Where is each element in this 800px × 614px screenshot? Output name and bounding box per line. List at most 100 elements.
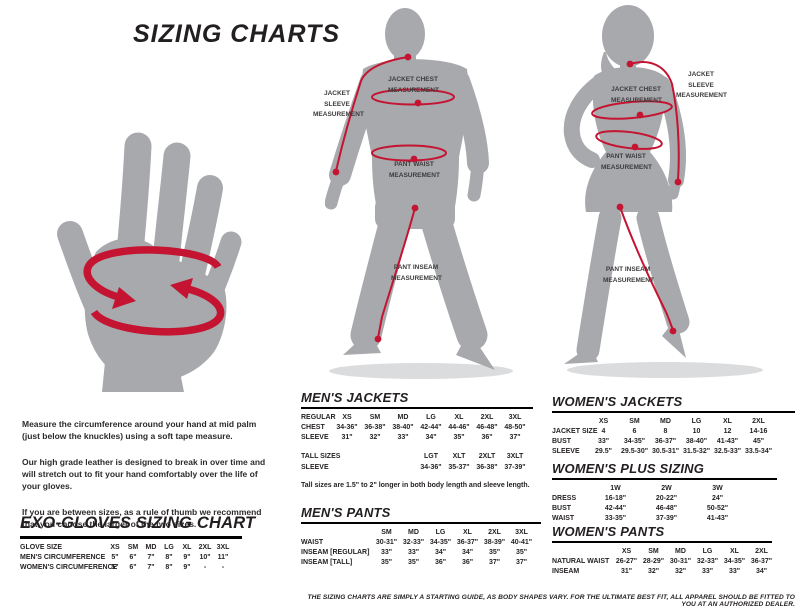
column-header: MD [408,528,419,536]
value-cell: 34" [461,549,474,557]
value-cell: 9" [183,564,191,572]
column-header: XS [342,413,352,421]
column-header: SM [127,543,139,551]
row-label: REGULAR [301,413,336,421]
value-cell: 5" [111,564,119,572]
table-row: WAIST 30-31" 32-33" 34-35" 36-37" 38-39" 40-41… [301,537,535,547]
table-row: SLEEVE 34-36" 35-37" 36-38" 37-39" [301,462,529,472]
womens-pants-table: XS SM MD LG XL 2XL NATURAL WAIST 26-27" 28-29" 30… [552,546,775,577]
table-row: BUST 33" 34-35" 36-37" 38-40" 41-43" 45" [552,437,774,447]
table-row: DRESS 16-18" 20-22" 24" [552,493,743,503]
value-cell: 11" [217,553,229,561]
spacer-cell [333,462,361,472]
row-label [552,546,613,556]
spacer-cell [389,462,417,472]
male-jacket-sleeve-label: JACKET SLEEVE MEASUREMENT [313,90,364,119]
spacer-cell [361,462,389,472]
value-cell: 36-37" [456,538,479,546]
header-row: GLOVE SIZE XS SM MD LG XL 2XL 3XL [20,542,232,552]
value-cell: 8" [165,564,173,572]
column-header: XL [723,417,732,425]
column-header: SM [648,547,659,555]
value-cell: 34" [755,568,768,576]
column-header: SM [369,413,381,421]
column-header: XLT [452,453,466,461]
mens-jackets-section: MEN'S JACKETS REGULAR XS SM MD LG XL 2XL 3XL CHE… [301,390,533,489]
value-cell: 34-36" [420,463,442,471]
column-header: 2XL [480,413,494,421]
female-sleeve-line [629,61,680,181]
row-label: SLEEVE [301,434,329,442]
male-body-silhouette [325,8,495,370]
value-cell: - [203,564,207,572]
row-label: SLEEVE [301,463,329,471]
value-cell: 34-36" [336,423,358,431]
hand-illustration [57,132,242,392]
value-cell: 36" [461,559,474,567]
row-label: GLOVE SIZE [20,543,63,551]
value-cell: 31.5-32" [682,448,711,456]
value-cell: 8" [165,553,173,561]
table-row: JACKET SIZE 4 6 8 10 12 14-16 [552,426,774,436]
column-header: 2XL [198,543,212,551]
glove-measure-instructions: Measure the circumference around your ha… [22,418,270,543]
value-cell: 24" [711,494,724,502]
header-row: TALL SIZES LGT XLT 2XLT 3XLT [301,452,529,462]
row-label: CHEST [301,423,325,431]
column-header: XS [598,417,609,425]
value-cell: - [221,564,225,572]
female-jacket-sleeve-label: JACKET SLEEVE MEASUREMENT [676,71,727,100]
value-cell: 31" [620,568,633,576]
value-cell: 14-16 [749,427,768,435]
table-row: BUST 42-44" 46-48" 50-52" [552,504,743,514]
spacer-cell [389,452,417,462]
value-cell: 16-18" [604,494,627,502]
table-row: NATURAL WAIST 26-27" 28-29" 30-31" 32-33" 34-… [552,556,775,566]
row-label [552,416,588,426]
value-cell: 7" [147,564,155,572]
value-cell: 36-38" [364,423,386,431]
column-header: LG [702,547,713,555]
womens-plus-table: 1W 2W 3W DRESS 16-18" 20-22" 24" BUST 42-44" 46-4… [552,483,743,524]
value-cell: 5" [111,553,119,561]
header-row: XS SM MD LG XL 2XL [552,546,775,556]
header-row: SM MD LG XL 2XL 3XL [301,527,535,537]
value-cell: 29.5-30" [620,448,649,456]
value-cell: 35" [407,559,420,567]
column-header: MD [675,547,686,555]
male-chest-line [371,88,455,106]
value-cell: 34-35" [429,538,452,546]
mens-jackets-title: MEN'S JACKETS [301,390,533,409]
value-cell: 32.5-33" [713,448,742,456]
instruction-paragraph: Our high grade leather is designed to br… [22,456,266,492]
mens-pants-section: MEN'S PANTS SM MD LG XL 2XL 3XL WAIST 30-31" 32-… [301,505,541,568]
value-cell: 50-52" [706,505,729,513]
page-title: SIZING CHARTS [133,20,340,48]
value-cell: 35-37" [448,463,470,471]
female-measurement-lines [591,60,682,335]
row-label: INSEAM [REGULAR] [301,549,370,557]
column-header: XS [110,543,120,551]
column-header: XL [454,413,464,421]
value-cell: 37" [509,434,521,442]
value-cell: 32" [674,568,687,576]
column-header: LG [691,417,702,425]
table-row: INSEAM [TALL] 35" 35" 36" 36" 37" 37" [301,558,535,568]
row-label: TALL SIZES [301,453,341,461]
value-cell: 32" [647,568,660,576]
female-pant-inseam-label: PANT INSEAM MEASUREMENT [603,266,654,284]
mens-jackets-tall-table: TALL SIZES LGT XLT 2XLT 3XLT SLEEVE 34-36" 35-3… [301,452,529,473]
value-cell: 33" [728,568,741,576]
palm [84,238,227,383]
table-row: WOMEN'S CIRCUMFERENCE 5" 6" 7" 8" 9" - - [20,563,232,573]
row-label: JACKET SIZE [552,427,598,435]
instruction-paragraph: Measure the circumference around your ha… [22,419,257,442]
womens-pants-title: WOMEN'S PANTS [552,524,772,543]
disclaimer: THE SIZING CHARTS ARE SIMPLY A STARTING … [307,594,795,608]
column-header: MD [145,543,157,551]
value-cell: 9" [183,553,191,561]
value-cell: 37-39" [655,515,678,523]
value-cell: 46-48" [655,505,678,513]
value-cell: 4 [601,427,606,435]
value-cell: 45" [752,438,765,446]
